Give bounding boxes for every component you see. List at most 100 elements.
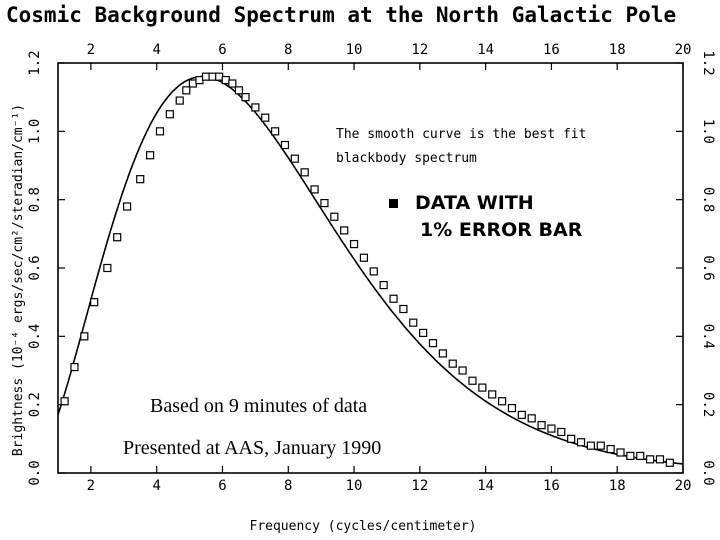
x-tick-label-bottom: 10 (346, 478, 363, 494)
x-tick-label-bottom: 18 (609, 478, 626, 494)
data-point (665, 458, 674, 467)
data-point (527, 414, 536, 423)
data-point (320, 198, 329, 208)
data-point (280, 140, 290, 150)
tick-labels: 2 2 4 4 6 6 8 8 10 10 12 12 14 14 16 16 18 18 20 20 0.0 0.0 0.… (27, 42, 716, 494)
data-point (330, 212, 339, 221)
x-tick-label-top: 12 (411, 42, 428, 58)
data-points (60, 72, 674, 467)
data-point (359, 253, 369, 262)
data-point (60, 397, 69, 406)
y-tick-label-left: 0.8 (27, 187, 43, 212)
x-tick-label-bottom: 12 (411, 478, 428, 494)
x-tick-label-top: 16 (543, 42, 560, 58)
data-point (409, 318, 418, 327)
x-tick-label-bottom: 14 (477, 478, 494, 494)
x-tick-label-top: 14 (477, 42, 494, 58)
data-point (271, 127, 280, 136)
data-point (586, 441, 595, 450)
data-point (468, 376, 477, 385)
x-tick-label-bottom: 4 (152, 478, 160, 494)
data-point (340, 226, 349, 235)
x-tick-label-bottom: 8 (284, 478, 292, 494)
data-point (241, 93, 250, 102)
y-tick-label-right: 0.0 (700, 460, 716, 485)
data-point (300, 168, 309, 177)
data-point (448, 359, 457, 368)
x-tick-label-bottom: 2 (87, 478, 95, 494)
data-point (228, 79, 237, 88)
x-tick-label-top: 2 (87, 42, 95, 58)
annotation-presented: Presented at AAS, January 1990 (123, 437, 381, 459)
chart-title: Cosmic Background Spectrum at the North … (6, 3, 676, 27)
tick-marks (58, 62, 684, 474)
data-point (261, 113, 270, 122)
y-tick-label-left: 0.0 (27, 460, 43, 485)
data-point (606, 444, 615, 454)
data-point (70, 362, 79, 372)
annotation-fit-line1: The smooth curve is the best fit (336, 127, 586, 142)
data-point (103, 263, 112, 273)
data-point (488, 390, 497, 399)
data-point (165, 110, 174, 119)
data-point (537, 421, 546, 430)
annotation-data-line1: DATA WITH (415, 192, 534, 214)
data-point (646, 455, 655, 464)
x-tick-label-top: 4 (152, 42, 160, 58)
data-point (547, 424, 556, 433)
data-point (221, 75, 230, 85)
x-tick-label-top: 18 (609, 42, 626, 58)
y-tick-label-right: 0.8 (700, 187, 716, 212)
x-axis-label: Frequency (cycles/centimeter) (250, 519, 477, 534)
x-tick-label-top: 20 (675, 42, 692, 58)
data-point (182, 86, 191, 95)
data-point (655, 455, 665, 464)
data-point (90, 298, 99, 307)
data-point (507, 403, 517, 413)
data-point (80, 332, 89, 341)
legend-marker (389, 199, 398, 208)
y-tick-label-right: 0.6 (700, 255, 716, 280)
x-tick-label-bottom: 20 (675, 478, 692, 494)
data-point (146, 151, 155, 160)
y-tick-label-left: 1.0 (27, 119, 43, 144)
data-point (497, 397, 507, 406)
data-point (379, 280, 388, 290)
y-tick-label-right: 1.0 (700, 119, 716, 144)
data-point (113, 233, 122, 242)
data-point (616, 448, 625, 457)
y-tick-label-right: 0.4 (700, 324, 716, 349)
annotation-data-line2: 1% ERROR BAR (420, 219, 583, 241)
y-tick-label-left: 1.2 (27, 50, 43, 75)
data-point (136, 175, 145, 184)
data-point (201, 72, 211, 81)
annotation-minutes: Based on 9 minutes of data (150, 395, 367, 417)
data-point (208, 72, 217, 81)
data-point (576, 438, 586, 447)
data-point (596, 441, 605, 450)
data-point (517, 410, 526, 420)
data-point (251, 103, 260, 112)
data-point (349, 239, 359, 249)
data-point (626, 451, 635, 461)
data-point (478, 383, 487, 392)
data-point (175, 96, 184, 105)
y-tick-label-left: 0.6 (27, 255, 43, 280)
data-point (428, 339, 438, 348)
data-point (458, 366, 467, 375)
data-point (234, 86, 244, 95)
data-point (215, 72, 224, 81)
annotation-fit-line2: blackbody spectrum (336, 151, 477, 166)
data-point (636, 451, 645, 461)
data-point (419, 328, 428, 338)
x-tick-label-top: 10 (346, 42, 363, 58)
y-axis-label: Brightness (10⁻⁴ ergs/sec/cm²/steradian/… (11, 104, 26, 456)
x-tick-label-top: 8 (284, 42, 292, 58)
data-point (122, 202, 132, 211)
data-point (155, 127, 165, 136)
data-point (438, 349, 447, 358)
data-point (310, 185, 319, 194)
y-tick-label-right: 1.2 (700, 50, 716, 75)
data-point (369, 267, 378, 276)
x-tick-label-top: 6 (218, 42, 226, 58)
